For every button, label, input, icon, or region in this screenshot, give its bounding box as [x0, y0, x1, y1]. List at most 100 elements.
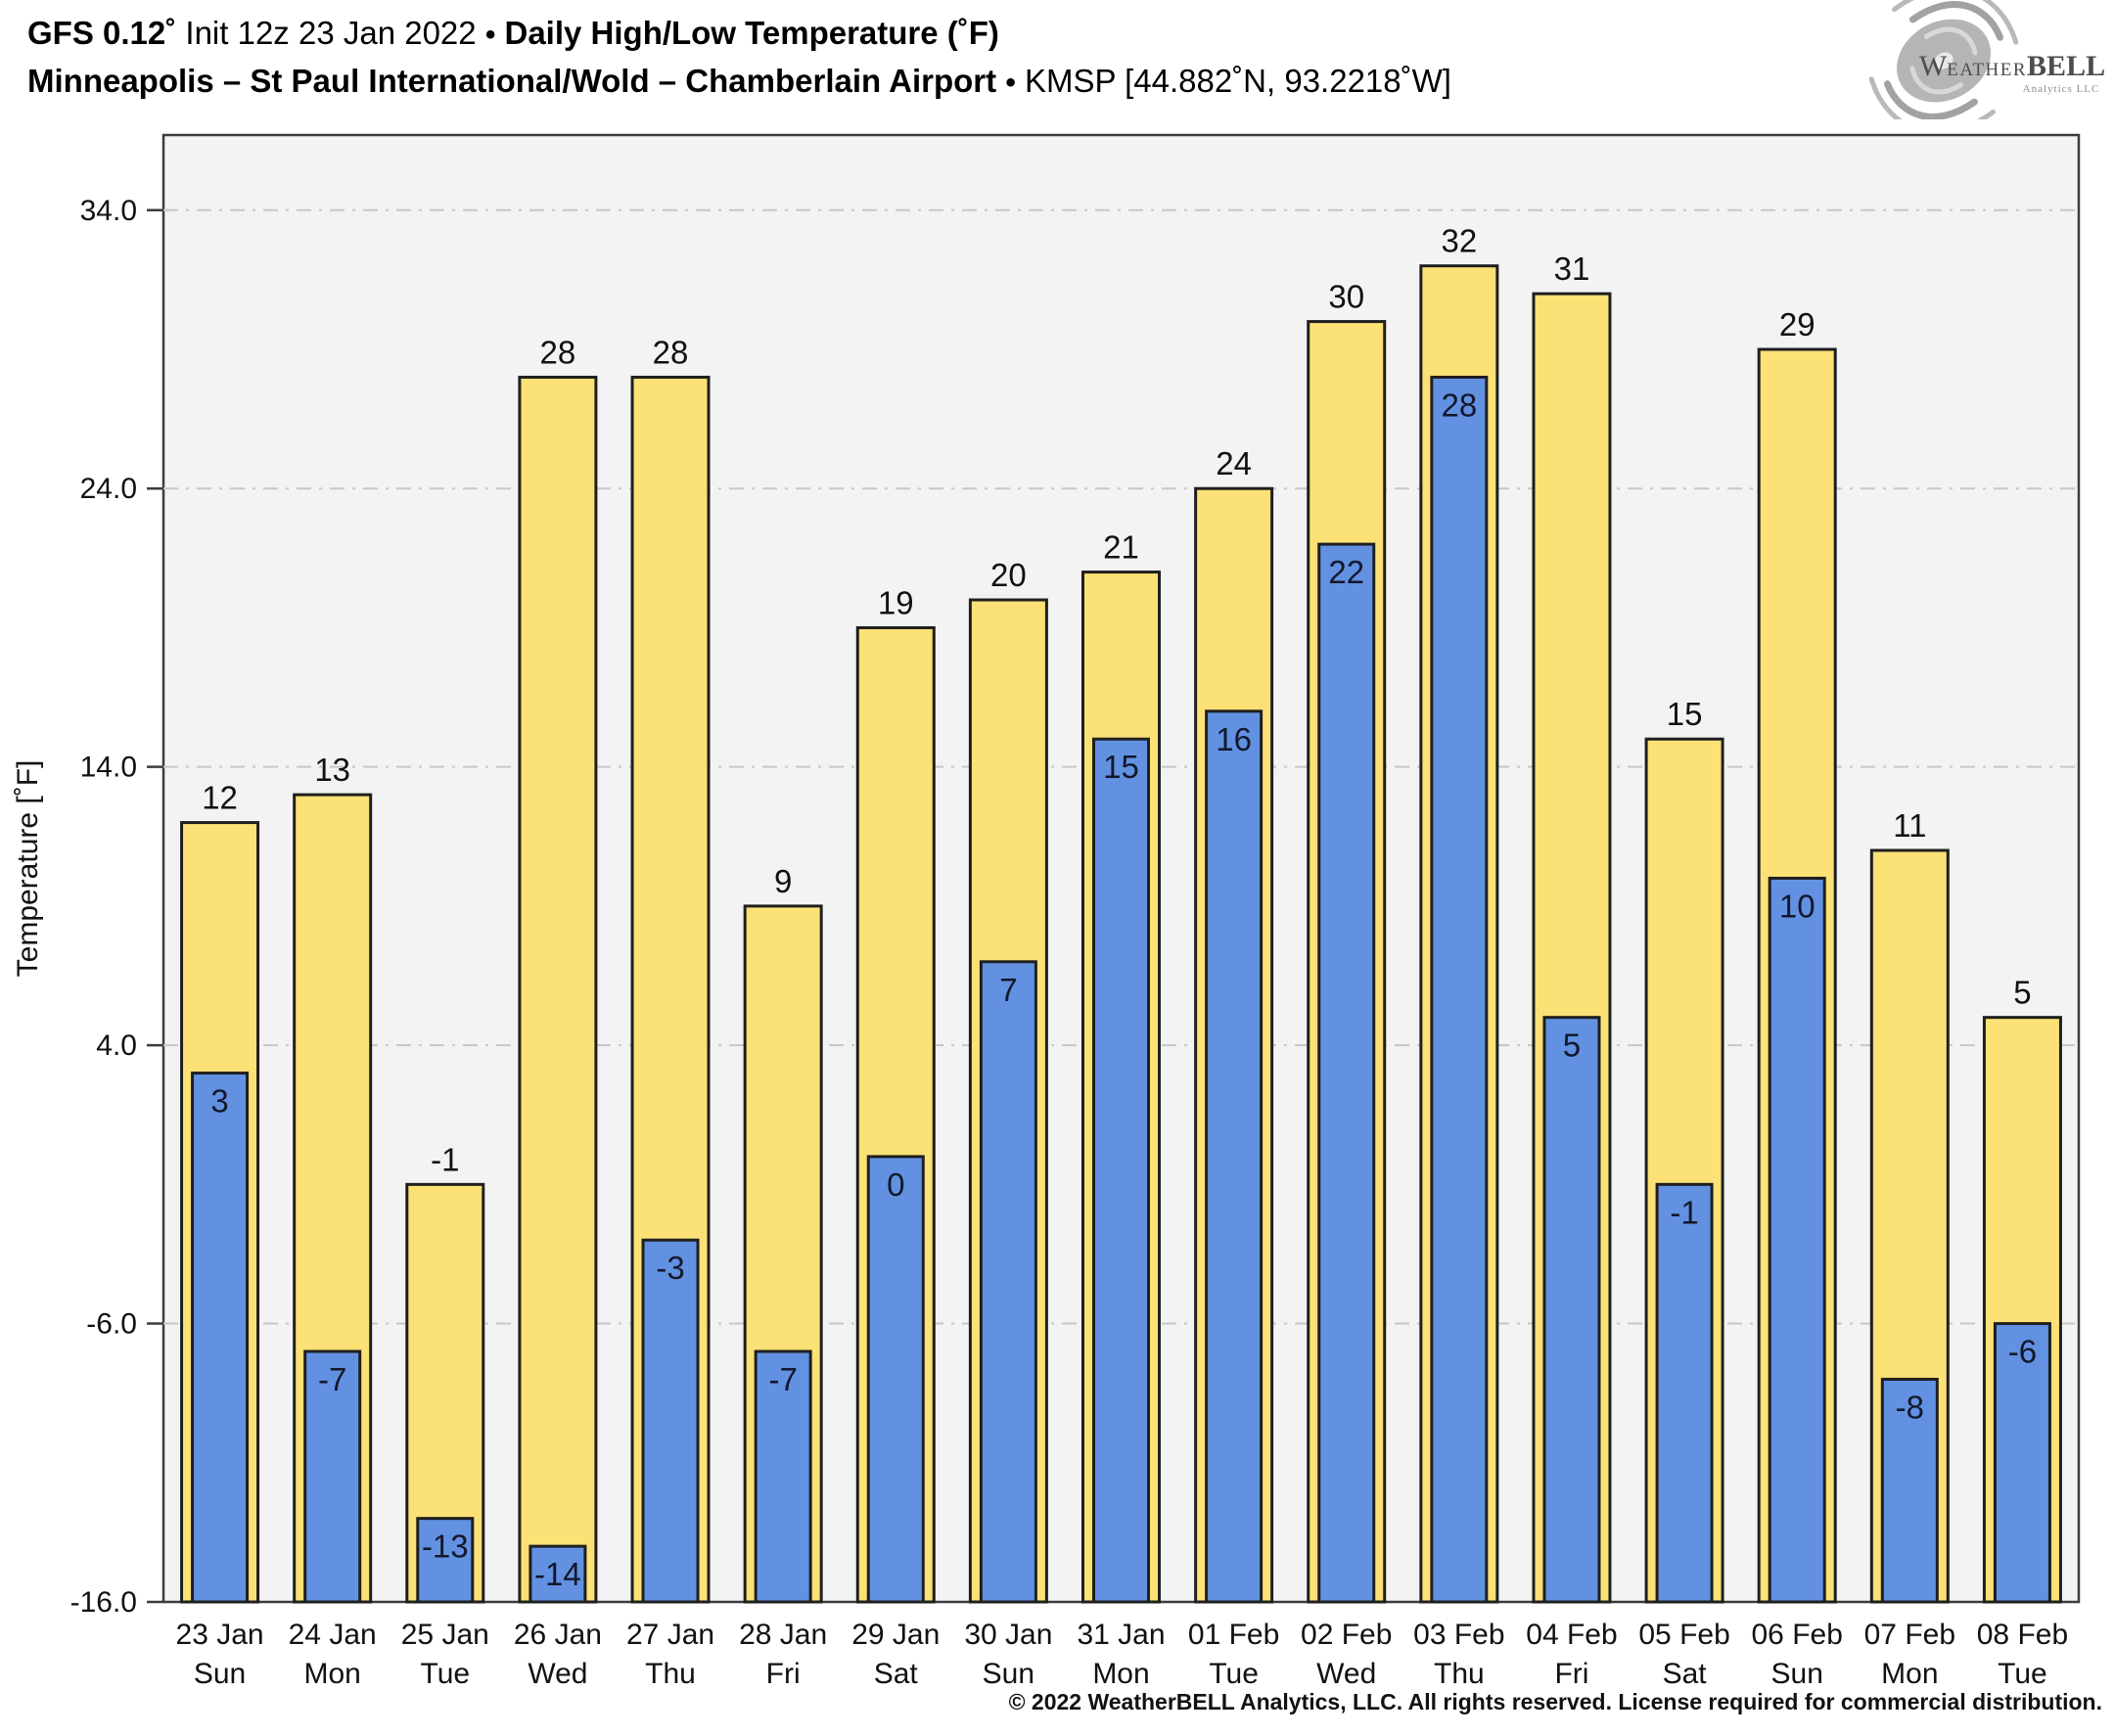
bar-group: -1 -13 25 Jan Tue [401, 1141, 489, 1690]
low-bar [979, 960, 1037, 1604]
title-line-2: Minneapolis – St Paul International/Wold… [27, 58, 1451, 106]
copyright-notice: © 2022 WeatherBELL Analytics, LLC. All r… [1008, 1689, 2102, 1714]
bar-group: 19 0 29 Jan Sat [851, 584, 940, 1690]
product-title: Daily High/Low Temperature (˚F) [504, 15, 999, 51]
high-value-label: 29 [1779, 306, 1815, 343]
low-bar [1430, 375, 1489, 1604]
x-tick-day: Thu [645, 1658, 696, 1690]
x-tick-date: 25 Jan [401, 1619, 489, 1651]
x-tick-date: 03 Feb [1413, 1619, 1504, 1651]
low-value-label: 5 [1563, 1028, 1581, 1064]
bar-group: 15 -1 05 Feb Sat [1638, 696, 1729, 1690]
x-tick-date: 26 Jan [514, 1619, 602, 1651]
high-value-label: 9 [774, 863, 792, 899]
low-bar [641, 1238, 700, 1604]
low-value-label: -1 [1670, 1194, 1698, 1230]
low-value-label: 0 [887, 1166, 904, 1203]
x-tick-day: Sat [1663, 1658, 1708, 1690]
high-value-label: 20 [990, 557, 1027, 593]
y-tick-label: 34.0 [80, 195, 137, 227]
y-tick-label: 14.0 [80, 752, 137, 784]
x-tick-date: 02 Feb [1301, 1619, 1392, 1651]
x-tick-date: 28 Jan [739, 1619, 827, 1651]
high-value-label: 30 [1328, 279, 1364, 315]
x-tick-date: 05 Feb [1638, 1619, 1729, 1651]
high-value-label: 12 [202, 780, 238, 816]
x-tick-day: Mon [1881, 1658, 1938, 1690]
bar-group: 31 5 04 Feb Fri [1526, 251, 1617, 1690]
bar-group: 21 15 31 Jan Mon [1077, 529, 1165, 1690]
high-value-label: 28 [653, 334, 689, 370]
y-axis-label: Temperature [˚F] [12, 760, 44, 978]
x-tick-date: 29 Jan [851, 1619, 940, 1651]
x-tick-date: 06 Feb [1752, 1619, 1843, 1651]
high-value-label: -1 [431, 1141, 459, 1177]
x-tick-day: Sun [983, 1658, 1034, 1690]
high-value-label: 13 [314, 752, 350, 788]
low-value-label: 28 [1441, 387, 1477, 423]
y-tick-label: 4.0 [96, 1029, 137, 1062]
bar-group: 12 3 23 Jan Sun [176, 780, 264, 1690]
high-value-label: 28 [540, 334, 576, 370]
low-value-label: 10 [1779, 888, 1815, 924]
low-bar [303, 1349, 362, 1604]
x-tick-date: 01 Feb [1188, 1619, 1279, 1651]
bar-group: 9 -7 28 Jan Fri [739, 863, 827, 1690]
high-value-label: 24 [1216, 445, 1252, 481]
low-value-label: 3 [210, 1083, 228, 1119]
bar-group: 32 28 03 Feb Thu [1413, 223, 1504, 1690]
low-value-label: 7 [999, 972, 1017, 1008]
x-tick-date: 31 Jan [1077, 1619, 1165, 1651]
y-tick-label: 24.0 [80, 473, 137, 505]
low-value-label: -3 [656, 1250, 684, 1286]
low-bar [416, 1517, 475, 1604]
low-value-label: -8 [1896, 1389, 1924, 1425]
bar-group: 24 16 01 Feb Tue [1188, 445, 1279, 1690]
x-tick-day: Sun [1771, 1658, 1823, 1690]
x-tick-day: Fri [1554, 1658, 1588, 1690]
low-value-label: 16 [1216, 721, 1252, 757]
high-bar [518, 375, 598, 1604]
x-tick-day: Wed [528, 1658, 587, 1690]
low-bar [1205, 709, 1264, 1604]
separator-dot: • [1005, 67, 1016, 99]
high-value-label: 15 [1667, 696, 1703, 732]
bar-group: 29 10 06 Feb Sun [1752, 306, 1843, 1690]
x-tick-day: Mon [303, 1658, 360, 1690]
title-line-1: GFS 0.12˚ Init 12z 23 Jan 2022 • Daily H… [27, 10, 1451, 58]
station-id: KMSP [44.882˚N, 93.2218˚W] [1025, 63, 1451, 99]
low-bar [1993, 1322, 2051, 1604]
bar-group: 13 -7 24 Jan Mon [289, 752, 377, 1690]
x-tick-date: 07 Feb [1864, 1619, 1955, 1651]
x-tick-day: Tue [1998, 1658, 2047, 1690]
x-tick-date: 27 Jan [626, 1619, 714, 1651]
x-tick-day: Tue [1209, 1658, 1259, 1690]
hurricane-spiral-icon: WEATHERBELL Analytics LLC [1868, 0, 2105, 136]
x-tick-day: Sat [874, 1658, 919, 1690]
logo-subtitle: Analytics LLC [2023, 83, 2100, 95]
x-tick-date: 24 Jan [289, 1619, 377, 1651]
y-tick-label: -6.0 [86, 1308, 137, 1341]
bar-group: 11 -8 07 Feb Mon [1864, 807, 1955, 1690]
weatherbell-logo: WEATHERBELL Analytics LLC [1867, 0, 2112, 136]
low-value-label: 15 [1103, 749, 1139, 785]
y-tick-label: -16.0 [70, 1586, 137, 1619]
low-bar [1880, 1377, 1939, 1604]
high-value-label: 32 [1441, 223, 1477, 259]
high-value-label: 11 [1893, 807, 1926, 844]
low-value-label: -14 [534, 1556, 581, 1592]
high-value-label: 31 [1554, 251, 1590, 287]
x-tick-day: Mon [1092, 1658, 1149, 1690]
init-time: Init 12z 23 Jan 2022 [185, 15, 477, 51]
low-value-label: -7 [318, 1361, 346, 1397]
separator-dot: • [484, 19, 496, 51]
low-value-label: -7 [768, 1361, 797, 1397]
high-value-label: 21 [1103, 529, 1139, 566]
high-value-label: 19 [878, 584, 914, 620]
low-bar [1768, 876, 1826, 1604]
x-tick-day: Thu [1434, 1658, 1485, 1690]
low-bar [1542, 1016, 1601, 1604]
low-bar [1317, 542, 1376, 1604]
chart-header: GFS 0.12˚ Init 12z 23 Jan 2022 • Daily H… [27, 10, 1451, 106]
